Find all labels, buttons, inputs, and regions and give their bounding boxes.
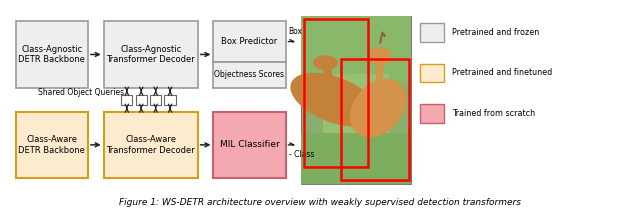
Text: MIL Classifier: MIL Classifier	[220, 140, 279, 149]
FancyArrowPatch shape	[140, 92, 143, 95]
Ellipse shape	[369, 47, 391, 65]
FancyArrowPatch shape	[154, 108, 157, 112]
Ellipse shape	[291, 73, 378, 127]
FancyArrowPatch shape	[125, 108, 129, 112]
Text: Shared Object Queries: Shared Object Queries	[38, 88, 124, 97]
FancyBboxPatch shape	[301, 16, 411, 184]
FancyArrowPatch shape	[168, 108, 172, 112]
Text: Box Predictor: Box Predictor	[221, 37, 278, 46]
FancyArrowPatch shape	[125, 92, 129, 95]
FancyBboxPatch shape	[16, 112, 88, 178]
FancyBboxPatch shape	[164, 95, 176, 105]
FancyBboxPatch shape	[301, 16, 411, 83]
Text: Class-Agnostic
DETR Backbone: Class-Agnostic DETR Backbone	[19, 45, 85, 64]
Text: Class-Agnostic
Transformer Decoder: Class-Agnostic Transformer Decoder	[106, 45, 195, 64]
FancyArrowPatch shape	[154, 92, 157, 95]
FancyBboxPatch shape	[213, 112, 285, 178]
FancyArrowPatch shape	[125, 104, 129, 108]
FancyBboxPatch shape	[420, 64, 444, 82]
FancyArrowPatch shape	[91, 53, 99, 56]
FancyArrowPatch shape	[154, 87, 157, 91]
FancyBboxPatch shape	[121, 95, 132, 105]
FancyArrowPatch shape	[140, 108, 143, 112]
FancyBboxPatch shape	[301, 133, 411, 184]
FancyArrowPatch shape	[168, 92, 172, 95]
FancyArrowPatch shape	[200, 53, 209, 56]
FancyBboxPatch shape	[150, 95, 161, 105]
FancyBboxPatch shape	[420, 104, 444, 123]
FancyBboxPatch shape	[213, 21, 285, 62]
FancyArrowPatch shape	[200, 143, 209, 147]
FancyArrowPatch shape	[168, 87, 172, 91]
FancyBboxPatch shape	[16, 21, 88, 88]
FancyArrowPatch shape	[91, 143, 99, 147]
Text: Pretrained and frozen: Pretrained and frozen	[452, 28, 539, 37]
Text: Trained from scratch: Trained from scratch	[452, 109, 535, 118]
Text: Class-Aware
Transformer Decoder: Class-Aware Transformer Decoder	[106, 135, 195, 155]
FancyBboxPatch shape	[323, 74, 389, 133]
FancyArrowPatch shape	[140, 104, 143, 108]
FancyArrowPatch shape	[288, 143, 294, 147]
FancyArrowPatch shape	[154, 104, 157, 108]
Text: Pretrained and finetuned: Pretrained and finetuned	[452, 68, 552, 77]
Text: Class-Aware
DETR Backbone: Class-Aware DETR Backbone	[19, 135, 85, 155]
FancyBboxPatch shape	[104, 21, 198, 88]
Text: Figure 1: WS-DETR architecture overview with weakly supervised detection transfo: Figure 1: WS-DETR architecture overview …	[119, 198, 521, 207]
Text: - Class: - Class	[289, 150, 314, 159]
FancyBboxPatch shape	[420, 23, 444, 42]
FancyBboxPatch shape	[104, 112, 198, 178]
Text: Box: Box	[289, 27, 303, 36]
FancyArrowPatch shape	[288, 40, 294, 43]
FancyBboxPatch shape	[136, 95, 147, 105]
Ellipse shape	[350, 79, 406, 137]
FancyBboxPatch shape	[213, 62, 285, 88]
FancyArrowPatch shape	[168, 104, 172, 108]
FancyArrowPatch shape	[140, 87, 143, 91]
Ellipse shape	[313, 55, 338, 70]
Text: Objectness Scores: Objectness Scores	[214, 70, 284, 79]
FancyArrowPatch shape	[125, 87, 129, 91]
